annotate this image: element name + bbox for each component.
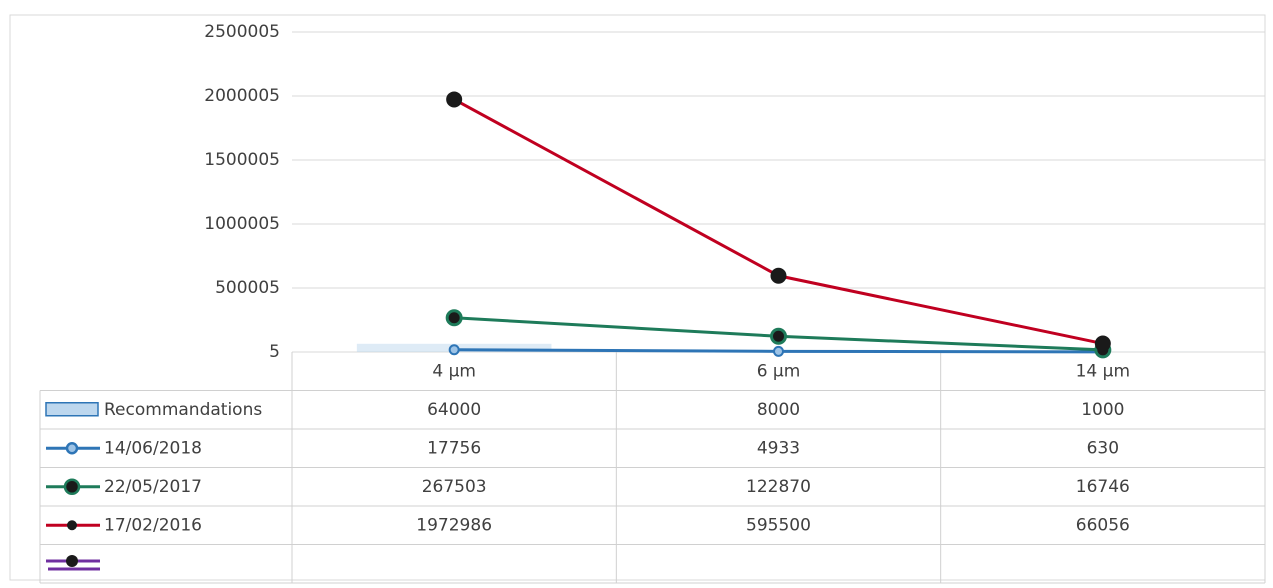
legend-label: Recommandations [104,400,262,420]
point [450,345,459,354]
x-tick-label: 14 µm [1076,361,1130,381]
point [774,347,783,356]
table-value: 64000 [427,400,481,420]
table-value: 630 [1087,438,1119,458]
point [447,92,461,106]
table-value: 267503 [422,477,487,497]
legend-marker [66,555,78,567]
y-tick-label: 2000005 [204,86,280,106]
table-value: 8000 [757,400,800,420]
legend-label: 22/05/2017 [104,477,202,497]
point [772,329,786,343]
table-value: 4933 [757,438,800,458]
legend-marker [67,443,77,453]
x-tick-label: 6 µm [757,361,801,381]
y-tick-label: 5 [269,342,280,362]
y-tick-label: 2500005 [204,22,280,42]
legend-swatch [46,403,98,416]
table-value: 595500 [746,515,811,535]
legend-label: 17/02/2016 [104,515,202,535]
point [772,269,786,283]
legend-label: 14/06/2018 [104,438,202,458]
x-tick-label: 4 µm [432,361,476,381]
table-value: 66056 [1076,515,1130,535]
table-value: 1000 [1081,400,1124,420]
legend-marker [67,520,77,530]
table-value: 122870 [746,477,811,497]
y-tick-label: 500005 [215,278,280,298]
y-tick-label: 1000005 [204,214,280,234]
point [447,311,461,325]
table-value: 16746 [1076,477,1130,497]
legend-marker [65,480,79,494]
table-value: 17756 [427,438,481,458]
y-tick-label: 1500005 [204,150,280,170]
point [1096,337,1110,351]
table-value: 1972986 [416,515,492,535]
